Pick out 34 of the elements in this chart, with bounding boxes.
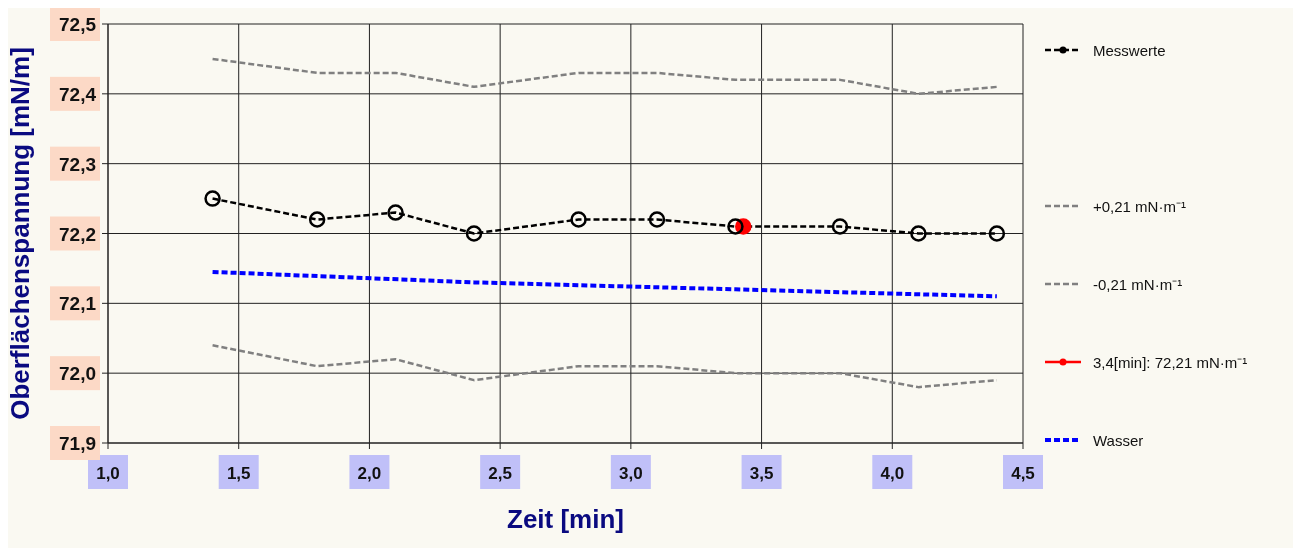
- point: [204, 190, 221, 207]
- y-axis-title: Oberflächenspannung [mN/m]: [5, 47, 36, 420]
- point: [988, 225, 1006, 242]
- y-tick-label: 72,1: [59, 293, 97, 315]
- point: [910, 225, 927, 242]
- x-tick-label: 1,0: [96, 464, 120, 483]
- line-series: [210, 269, 999, 299]
- x-tick-label: 4,0: [880, 464, 905, 483]
- x-tick-label: 2,5: [488, 464, 512, 483]
- y-tick-label: 72,0: [59, 363, 96, 385]
- point: [648, 211, 666, 228]
- x-tick-label: 2,0: [357, 464, 382, 483]
- x-tick-label: 1,5: [226, 464, 251, 483]
- legend-label: Wasser: [1093, 431, 1144, 449]
- point: [831, 218, 849, 235]
- y-tick-label: 72,2: [59, 223, 96, 245]
- point: [570, 211, 587, 228]
- legend-label: 3,4[min]: 72,21 mN·m⁻¹: [1093, 353, 1248, 372]
- point: [387, 204, 404, 221]
- x-tick-label: 3,0: [619, 464, 643, 483]
- y-tick-label: 72,4: [59, 83, 97, 105]
- line-series: [211, 57, 999, 96]
- point: [727, 218, 744, 235]
- y-tick-label: 72,3: [59, 153, 96, 175]
- x-tick-label: 4,5: [1011, 464, 1035, 483]
- legend-label: +0,21 mN·m⁻¹: [1093, 197, 1186, 216]
- x-axis-title: Zeit [min]: [507, 504, 624, 534]
- point: [465, 225, 483, 242]
- point: [308, 211, 326, 228]
- y-tick-label: 71,9: [59, 433, 96, 454]
- legend-label: -0,21 mN·m⁻¹: [1093, 275, 1183, 294]
- legend-label: Messwerte: [1093, 41, 1166, 59]
- x-tick-label: 3,5: [749, 464, 774, 483]
- y-tick-label: 72,5: [59, 14, 97, 35]
